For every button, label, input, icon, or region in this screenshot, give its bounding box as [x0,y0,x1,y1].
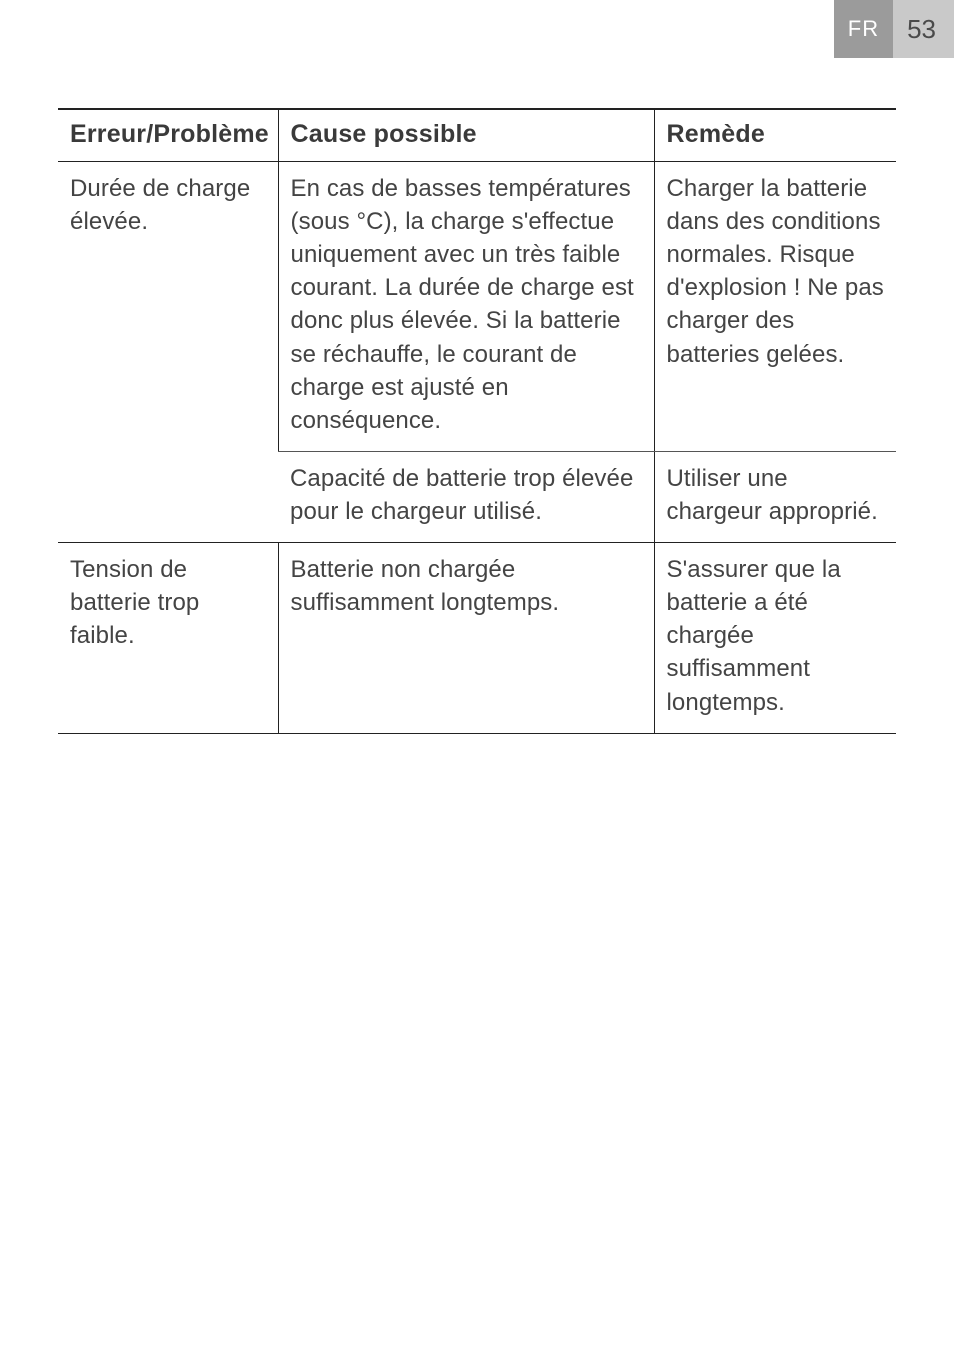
cell-cause: En cas de basses températures (sous °C),… [278,162,654,452]
cell-cause: Batterie non chargée suffisamment longte… [278,543,654,734]
cell-remedy: S'assurer que la batterie a été chargée … [654,543,896,734]
header-error: Erreur/Problème [58,109,278,162]
page-corner-tab: FR 53 [834,0,954,58]
header-cause: Cause possible [278,109,654,162]
troubleshooting-table: Erreur/Problème Cause possible Remède Du… [58,108,896,734]
troubleshooting-table-wrapper: Erreur/Problème Cause possible Remède Du… [58,108,896,734]
cell-problem: Durée de charge élevée. [58,162,278,543]
cell-remedy: Utiliser une chargeur approprié. [654,451,896,542]
language-tab: FR [834,0,893,58]
table-row: Durée de charge élevée. En cas de basses… [58,162,896,452]
table-header-row: Erreur/Problème Cause possible Remède [58,109,896,162]
header-remedy: Remède [654,109,896,162]
cell-remedy: Charger la batterie dans des conditions … [654,162,896,452]
cell-cause: Capacité de batterie trop élevée pour le… [278,451,654,542]
cell-problem: Tension de batterie trop faible. [58,543,278,734]
table-row: Tension de batterie trop faible. Batteri… [58,543,896,734]
page-number: 53 [893,0,954,58]
